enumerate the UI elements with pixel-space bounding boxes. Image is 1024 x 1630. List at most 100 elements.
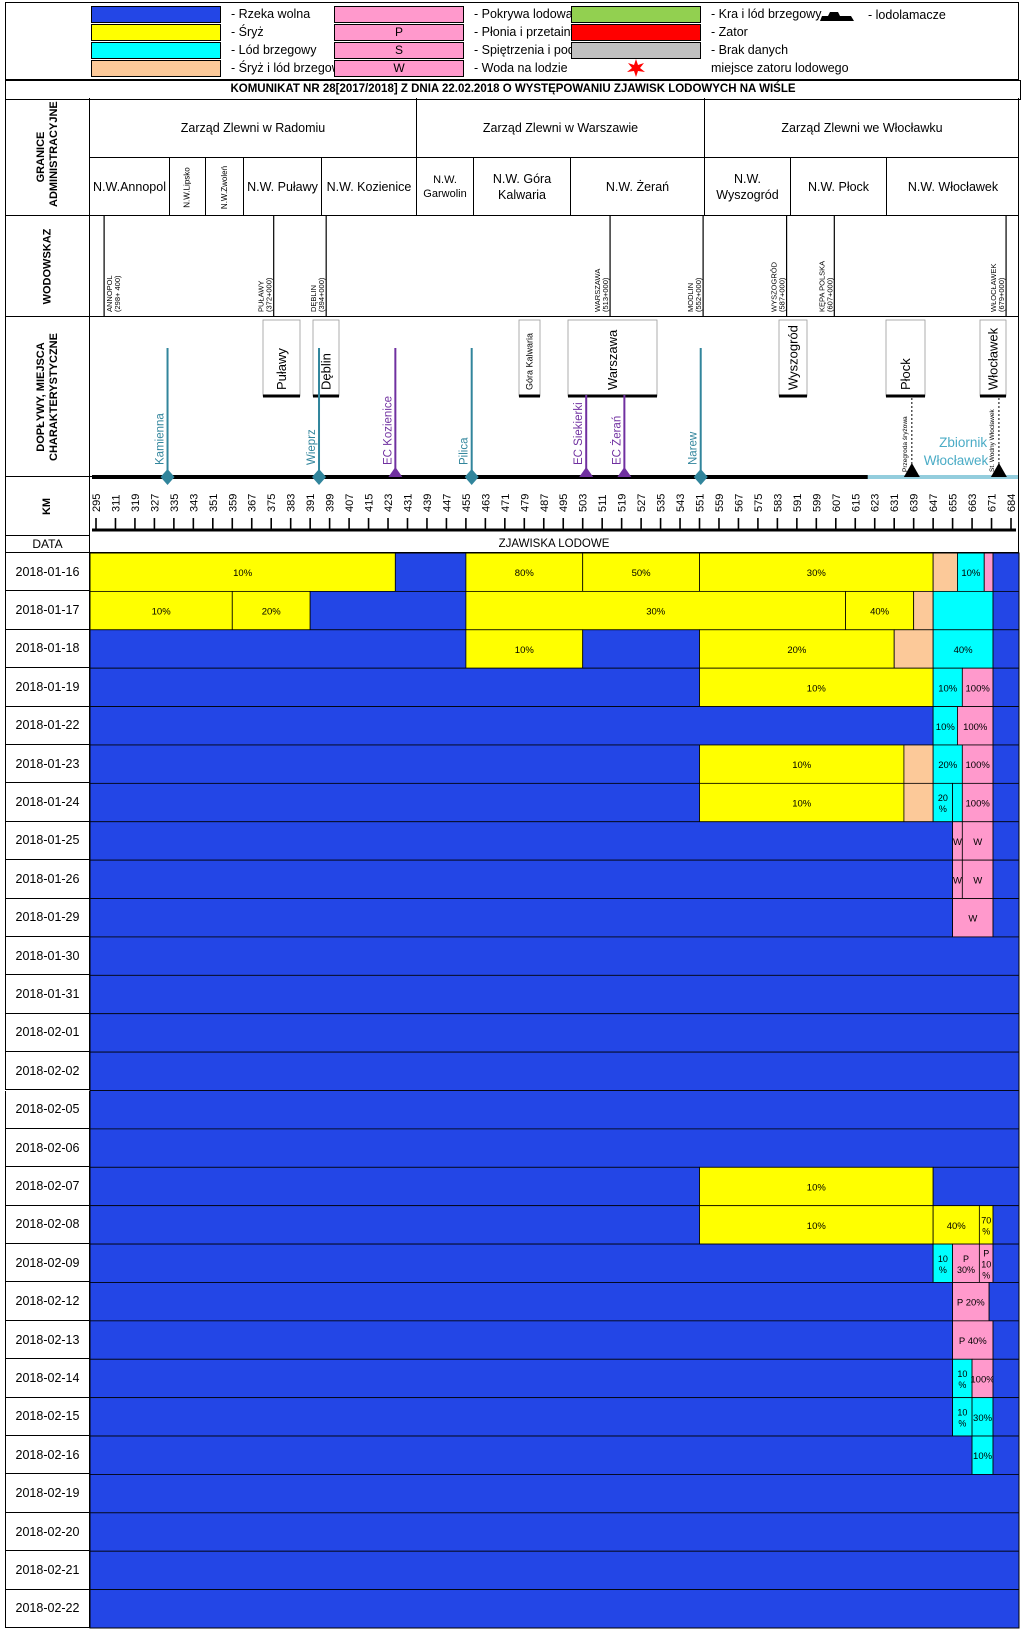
ice-segment (961, 782, 994, 823)
km-tick-label: 455 (461, 494, 473, 512)
phenomena-header-text: ZJAWISKA LODOWE (498, 538, 610, 550)
date-cell: 2018-01-17 (5, 591, 90, 630)
ice-segment (309, 590, 467, 631)
ice-segment (932, 1166, 1020, 1207)
ice-segment (89, 859, 953, 899)
km-tick-label: 503 (578, 494, 590, 512)
ice-segment-label: 20 (938, 793, 948, 803)
date-header: DATA (5, 536, 90, 553)
ice-segment (89, 706, 934, 746)
ice-segment (992, 1435, 1020, 1475)
icebreaker-legend: - lodolamacze (818, 7, 1018, 25)
ice-segment-label: 40% (954, 645, 974, 656)
legend-label: - Rzeka wolna (231, 7, 311, 21)
ice-segment-label: 40% (947, 1221, 967, 1232)
ice-segment (582, 552, 700, 592)
ice-segment-label: % (982, 1270, 990, 1280)
tributary-marker (693, 469, 708, 485)
km-tick-label: 615 (850, 494, 862, 512)
date-cell: 2018-01-26 (5, 860, 90, 899)
km-tick-label: 671 (987, 494, 999, 512)
ice-segment (89, 1128, 1020, 1168)
legend-item: - Zator (571, 23, 821, 41)
ice-segment-label: 20% (262, 607, 282, 618)
ice-segment (89, 1474, 1020, 1514)
legend-swatch (571, 24, 701, 41)
legend-column-3: - Kra i lód brzegowy - Zator - Brak danych… (571, 5, 849, 79)
km-tick-label: 375 (266, 494, 278, 512)
icebreaker-label: - lodolamacze (868, 8, 946, 22)
date-cell: 2018-02-09 (5, 1244, 90, 1283)
km-tick-label: 383 (286, 494, 298, 512)
km-tick-label: 623 (870, 494, 882, 512)
ice-segment (89, 1205, 700, 1245)
gauges-row-label: WODOWSKAZ (5, 216, 90, 317)
km-tick-label: 575 (753, 494, 765, 512)
legend-code: W (393, 61, 405, 75)
km-tick-label: 439 (422, 494, 434, 512)
km-tick-label: 479 (519, 494, 531, 512)
ice-segment (992, 782, 1020, 823)
ice-segment-label: 10 (957, 1369, 967, 1379)
date-cell: 2018-02-06 (5, 1128, 90, 1168)
km-tick-label: 631 (889, 494, 901, 512)
unit-wloclawek: N.W. Włocławek (887, 158, 1019, 216)
date-cell: 2018-01-29 (5, 898, 90, 937)
legend-swatch (334, 6, 464, 23)
ice-segment (89, 1435, 973, 1475)
ice-segment (89, 1550, 1020, 1591)
town-name: Włocławek (985, 327, 1000, 390)
ice-segment (465, 552, 584, 592)
unit-garwolin: N.W. Garwolin (417, 158, 474, 216)
ice-segment-label: W (968, 914, 977, 925)
ice-segment (992, 1320, 1020, 1360)
gauge-km: (587+000) (778, 277, 787, 312)
km-tick-label: 535 (656, 494, 668, 512)
date-cell: 2018-02-19 (5, 1474, 90, 1513)
date-header-text: DATA (32, 537, 63, 551)
km-tick-label: 335 (169, 494, 181, 512)
km-row-label: KM (5, 477, 90, 536)
ice-segment (89, 782, 700, 823)
ice-segment-label: P 40% (959, 1336, 987, 1347)
date-cell: 2018-02-16 (5, 1436, 90, 1475)
ice-segment (992, 744, 1020, 784)
legend-item: - Lód brzegowy (91, 41, 341, 59)
km-tick-label: 295 (91, 494, 103, 512)
ice-segment-label: 30% (973, 1413, 993, 1424)
ice-segment-label: 20% (938, 760, 958, 771)
date-cell: 2018-02-14 (5, 1359, 90, 1398)
legend-swatch: P (334, 24, 464, 41)
ice-segment-label: W (973, 837, 982, 848)
reservoir-label-line-2: Włocławek (924, 453, 989, 468)
ice-segment (932, 744, 963, 784)
ice-segment (903, 744, 934, 784)
ice-segment-label: 50% (632, 568, 652, 579)
km-tick-label: 591 (792, 494, 804, 512)
ice-segment (89, 1589, 1020, 1629)
legend-item: - Kra i lód brzegowy (571, 5, 821, 23)
ice-segment-label: W (953, 837, 962, 848)
legend-swatch (571, 59, 701, 77)
ice-segment (992, 590, 1020, 631)
ice-segment (992, 1205, 1020, 1245)
tributary-name: EC Siekierki (573, 402, 585, 465)
ice-segment (913, 590, 934, 631)
ice-segment-label: 10% (807, 683, 827, 694)
legend-label: miejsce zatoru lodowego (711, 61, 849, 75)
ice-segment-label: 10% (938, 683, 958, 694)
km-tick-label: 311 (110, 494, 122, 512)
ice-segment-label: 10% (936, 722, 956, 733)
km-tick-label: 663 (967, 494, 979, 512)
ice-segment-label: 10% (807, 1221, 827, 1232)
ice-segment-label: P (963, 1254, 969, 1264)
ice-segment (992, 552, 1020, 592)
ice-segment (932, 706, 958, 746)
ice-segment-label: 10% (973, 1451, 993, 1462)
ice-segment-label: W (973, 875, 982, 886)
ice-segment (699, 782, 905, 823)
legend-swatch (91, 24, 221, 41)
icebreaker-marker-icon (903, 463, 920, 477)
km-tick-label: 327 (149, 494, 161, 512)
reservoir-label-line-1: Zbiornik (939, 435, 987, 450)
